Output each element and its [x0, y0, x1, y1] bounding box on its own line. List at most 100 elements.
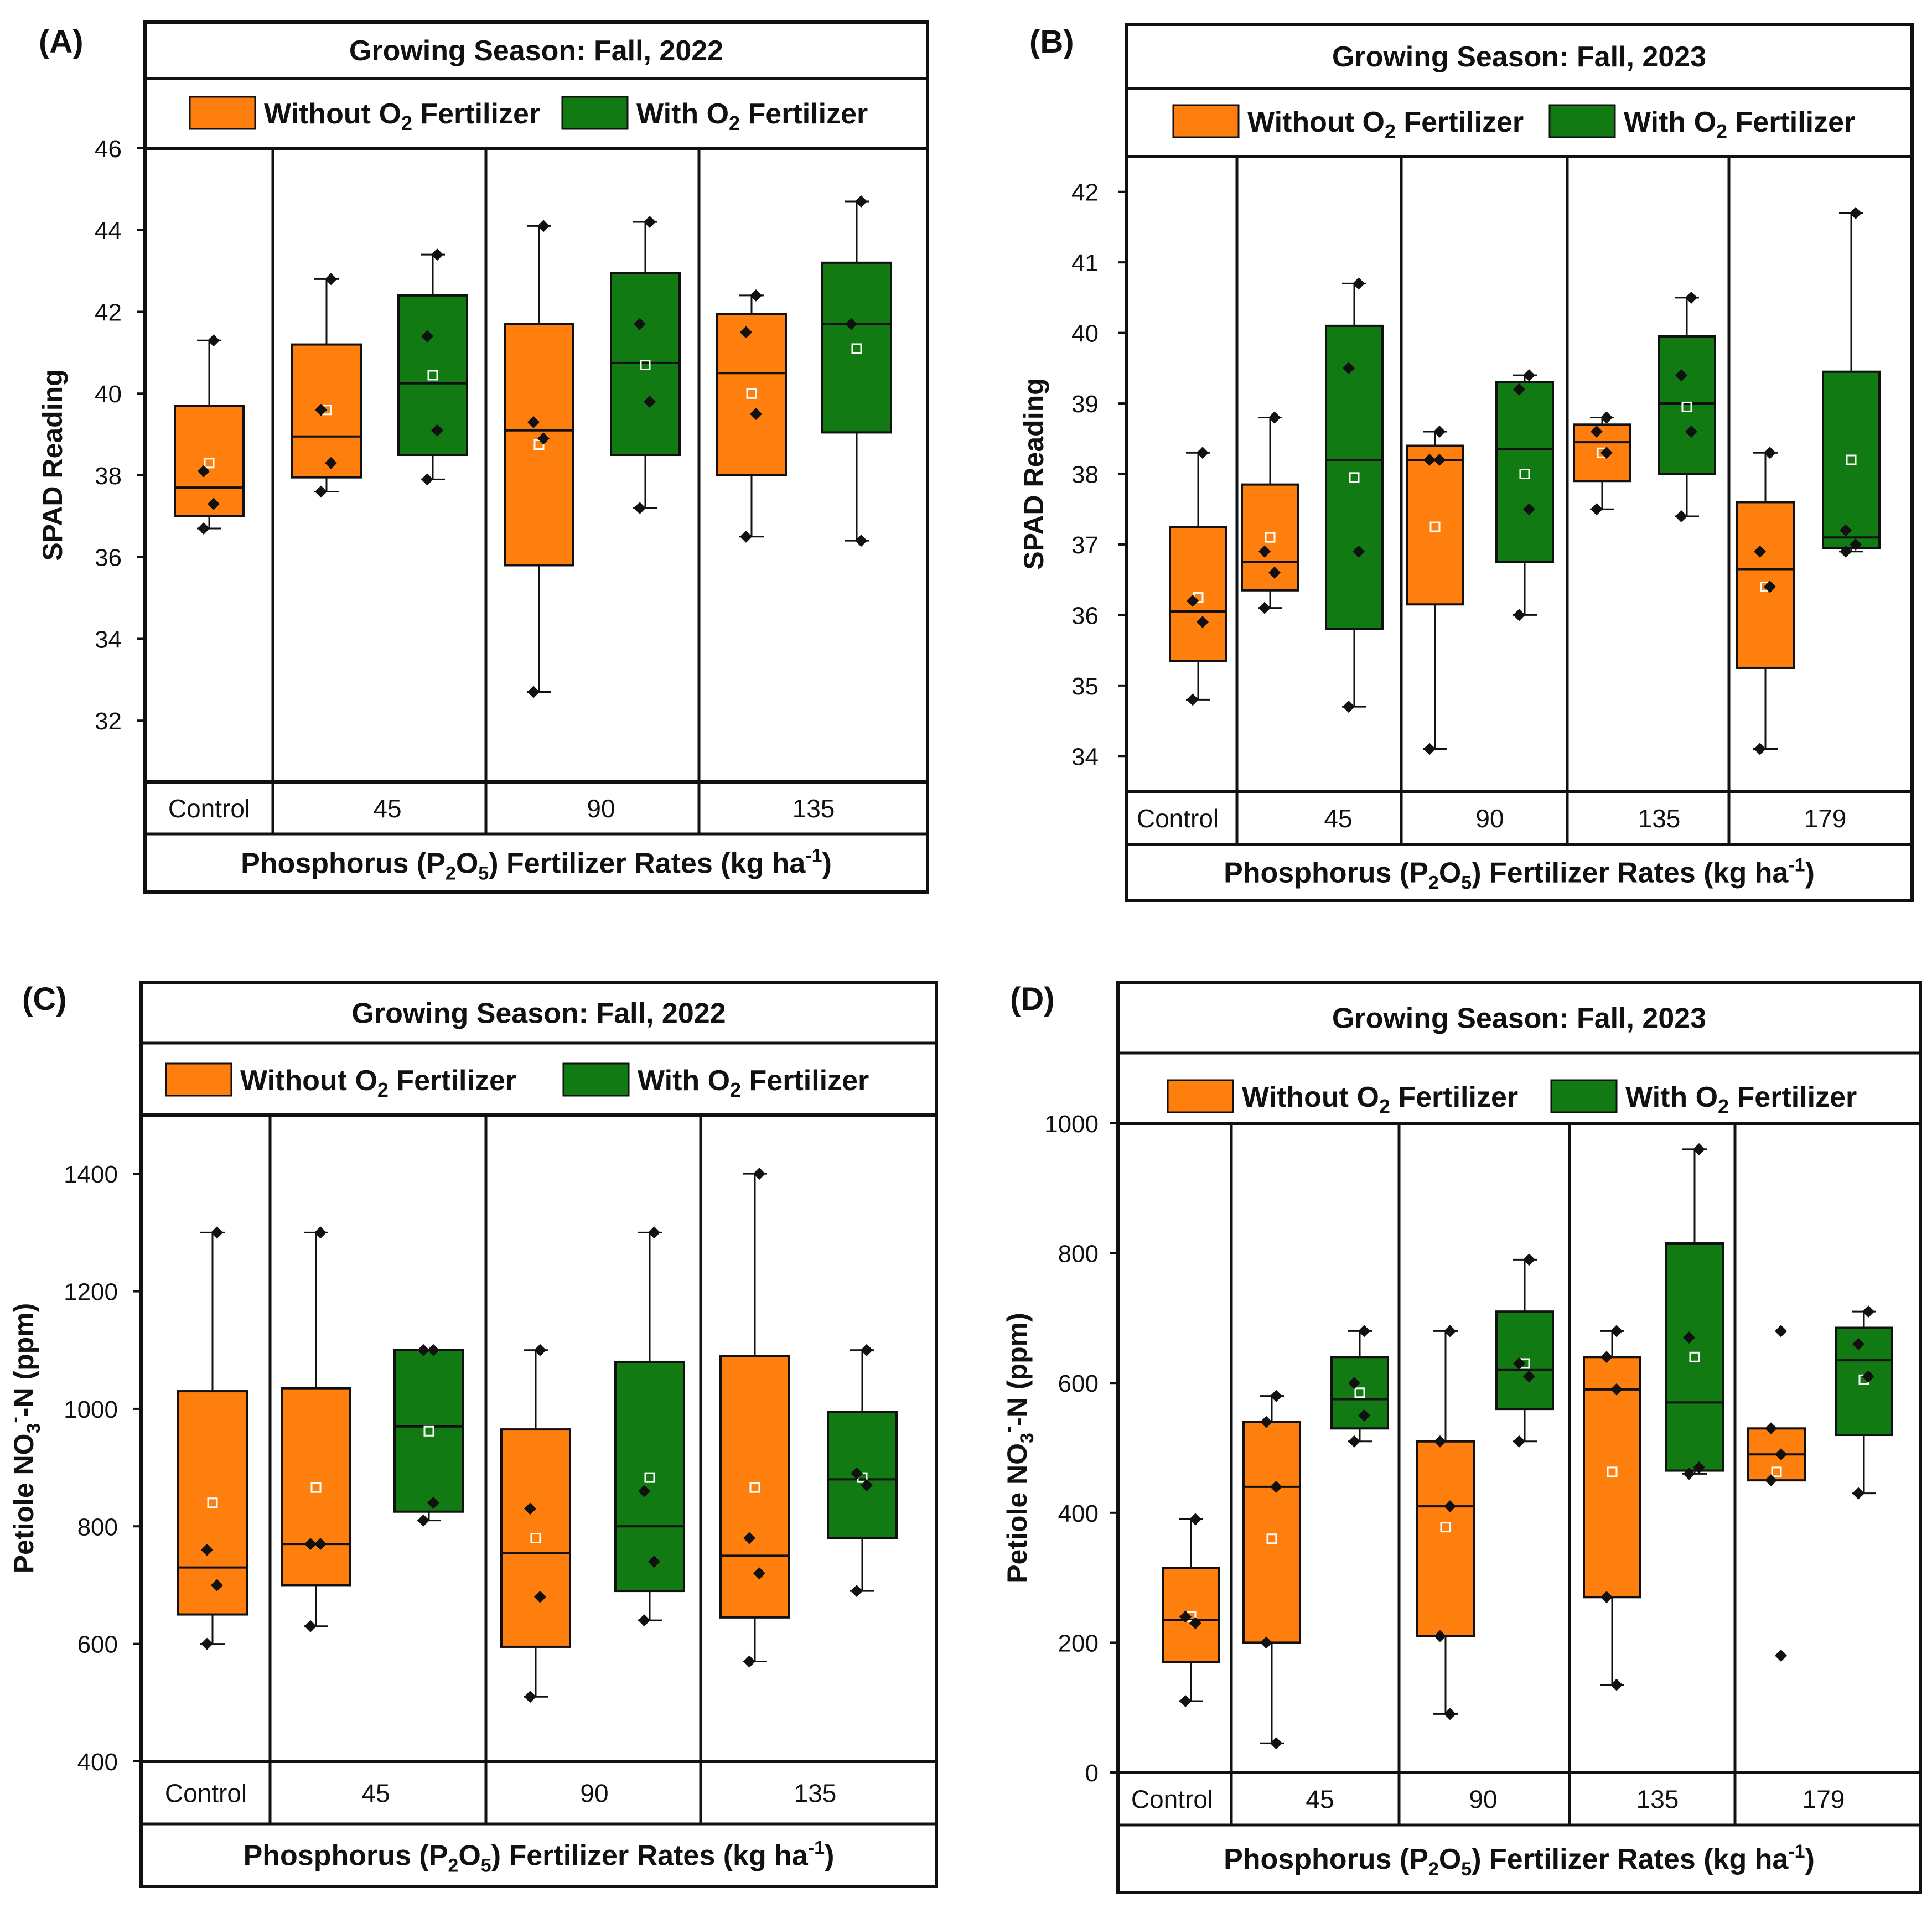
category-label: 90 — [587, 794, 615, 823]
data-point — [750, 408, 762, 421]
data-point — [1187, 693, 1199, 706]
box-without-135 — [1583, 1325, 1641, 1691]
legend-label-without: Without O2 Fertilizer — [264, 98, 540, 134]
data-point — [201, 1637, 213, 1650]
box-iqr — [281, 1387, 351, 1587]
data-point — [1423, 743, 1436, 755]
box-iqr — [1330, 1356, 1389, 1430]
box-iqr — [716, 313, 787, 476]
data-point — [1433, 454, 1446, 466]
box-mean — [851, 343, 862, 354]
box-with-135 — [821, 195, 892, 547]
data-point — [1353, 277, 1365, 290]
data-point — [1685, 426, 1697, 438]
category-label: 135 — [794, 1779, 837, 1808]
box-without-control — [1169, 447, 1227, 706]
data-point — [304, 1538, 317, 1551]
box-mean — [644, 1472, 655, 1483]
box-without-45 — [1241, 411, 1299, 614]
chart-title: Growing Season: Fall, 2022 — [351, 998, 726, 1030]
category-label: 45 — [1306, 1785, 1334, 1814]
data-point — [861, 1344, 873, 1356]
box-iqr — [397, 294, 468, 457]
category-label: Control — [168, 794, 250, 823]
data-point — [421, 330, 433, 343]
data-point — [1523, 503, 1535, 516]
box-with-135 — [1665, 1143, 1724, 1480]
y-tick-label: 0 — [1085, 1760, 1099, 1787]
y-tick-label: 42 — [95, 299, 122, 326]
data-point — [304, 1620, 317, 1632]
data-point — [1693, 1461, 1705, 1474]
box-without-135 — [716, 289, 787, 543]
data-point — [1683, 1331, 1695, 1344]
category-label: Control — [165, 1779, 247, 1808]
y-tick-label: 38 — [95, 463, 122, 490]
data-point — [1840, 545, 1852, 558]
data-point — [314, 1226, 327, 1239]
data-point — [1444, 1500, 1456, 1513]
panel-frame — [139, 981, 938, 1888]
data-point — [1523, 1370, 1535, 1383]
y-tick-label: 36 — [1071, 602, 1099, 629]
data-point — [750, 289, 762, 302]
y-tick-label: 600 — [1058, 1370, 1099, 1397]
y-tick-label: 400 — [77, 1749, 118, 1776]
category-label: Control — [1131, 1785, 1213, 1814]
data-point — [1675, 510, 1687, 522]
y-tick-label: 40 — [95, 381, 122, 408]
chart-panel-a: (A) Growing Season: Fall, 2022 Without O2 … — [37, 20, 929, 894]
box-iqr — [1406, 444, 1464, 606]
data-point — [1197, 447, 1209, 459]
box-without-control — [177, 1226, 248, 1650]
data-point — [845, 318, 857, 330]
data-point — [421, 473, 433, 486]
data-point — [524, 1691, 536, 1703]
data-point — [534, 1590, 546, 1603]
legend-label-without: Without O2 Fertilizer — [1247, 106, 1524, 143]
data-point — [648, 1226, 660, 1239]
data-point — [431, 424, 443, 437]
box-with-90 — [614, 1226, 685, 1627]
data-point — [537, 432, 550, 445]
box-without-90 — [504, 220, 574, 698]
data-point — [1187, 594, 1199, 607]
panel-label: (A) — [39, 24, 84, 60]
data-point — [1433, 426, 1446, 438]
box-iqr — [291, 343, 362, 479]
category-label: 135 — [1636, 1785, 1679, 1814]
data-point — [1600, 447, 1613, 459]
legend-swatch-with — [562, 1062, 630, 1097]
data-point — [1268, 566, 1281, 579]
box-mean — [1846, 454, 1857, 465]
box-iqr — [504, 323, 574, 567]
y-axis-label: SPAD Reading — [37, 369, 68, 561]
data-point — [1754, 545, 1766, 558]
data-point — [1270, 1480, 1282, 1493]
data-point — [1258, 602, 1271, 614]
category-label: 45 — [1324, 804, 1352, 833]
legend-label-with: With O2 Fertilizer — [1624, 106, 1855, 143]
y-tick-label: 34 — [1071, 743, 1099, 770]
box-mean — [746, 388, 757, 399]
y-axis-label: SPAD Reading — [1018, 378, 1049, 569]
box-mean — [1429, 521, 1441, 532]
data-point — [1189, 1617, 1201, 1630]
category-label: 135 — [793, 794, 835, 823]
category-label: 90 — [580, 1779, 608, 1808]
data-point — [1775, 1649, 1787, 1662]
data-point — [855, 195, 867, 208]
data-point — [638, 1614, 650, 1627]
data-point — [740, 530, 752, 543]
data-point — [524, 1502, 536, 1515]
data-point — [743, 1532, 755, 1544]
data-point — [1444, 1325, 1456, 1337]
data-point — [527, 416, 540, 428]
data-point — [648, 1555, 660, 1568]
box-mean — [310, 1482, 322, 1493]
box-with-90 — [1495, 1253, 1554, 1448]
box-iqr — [500, 1428, 571, 1648]
box-with-45 — [1325, 277, 1384, 713]
data-point — [208, 497, 220, 510]
data-point — [1179, 1694, 1192, 1707]
